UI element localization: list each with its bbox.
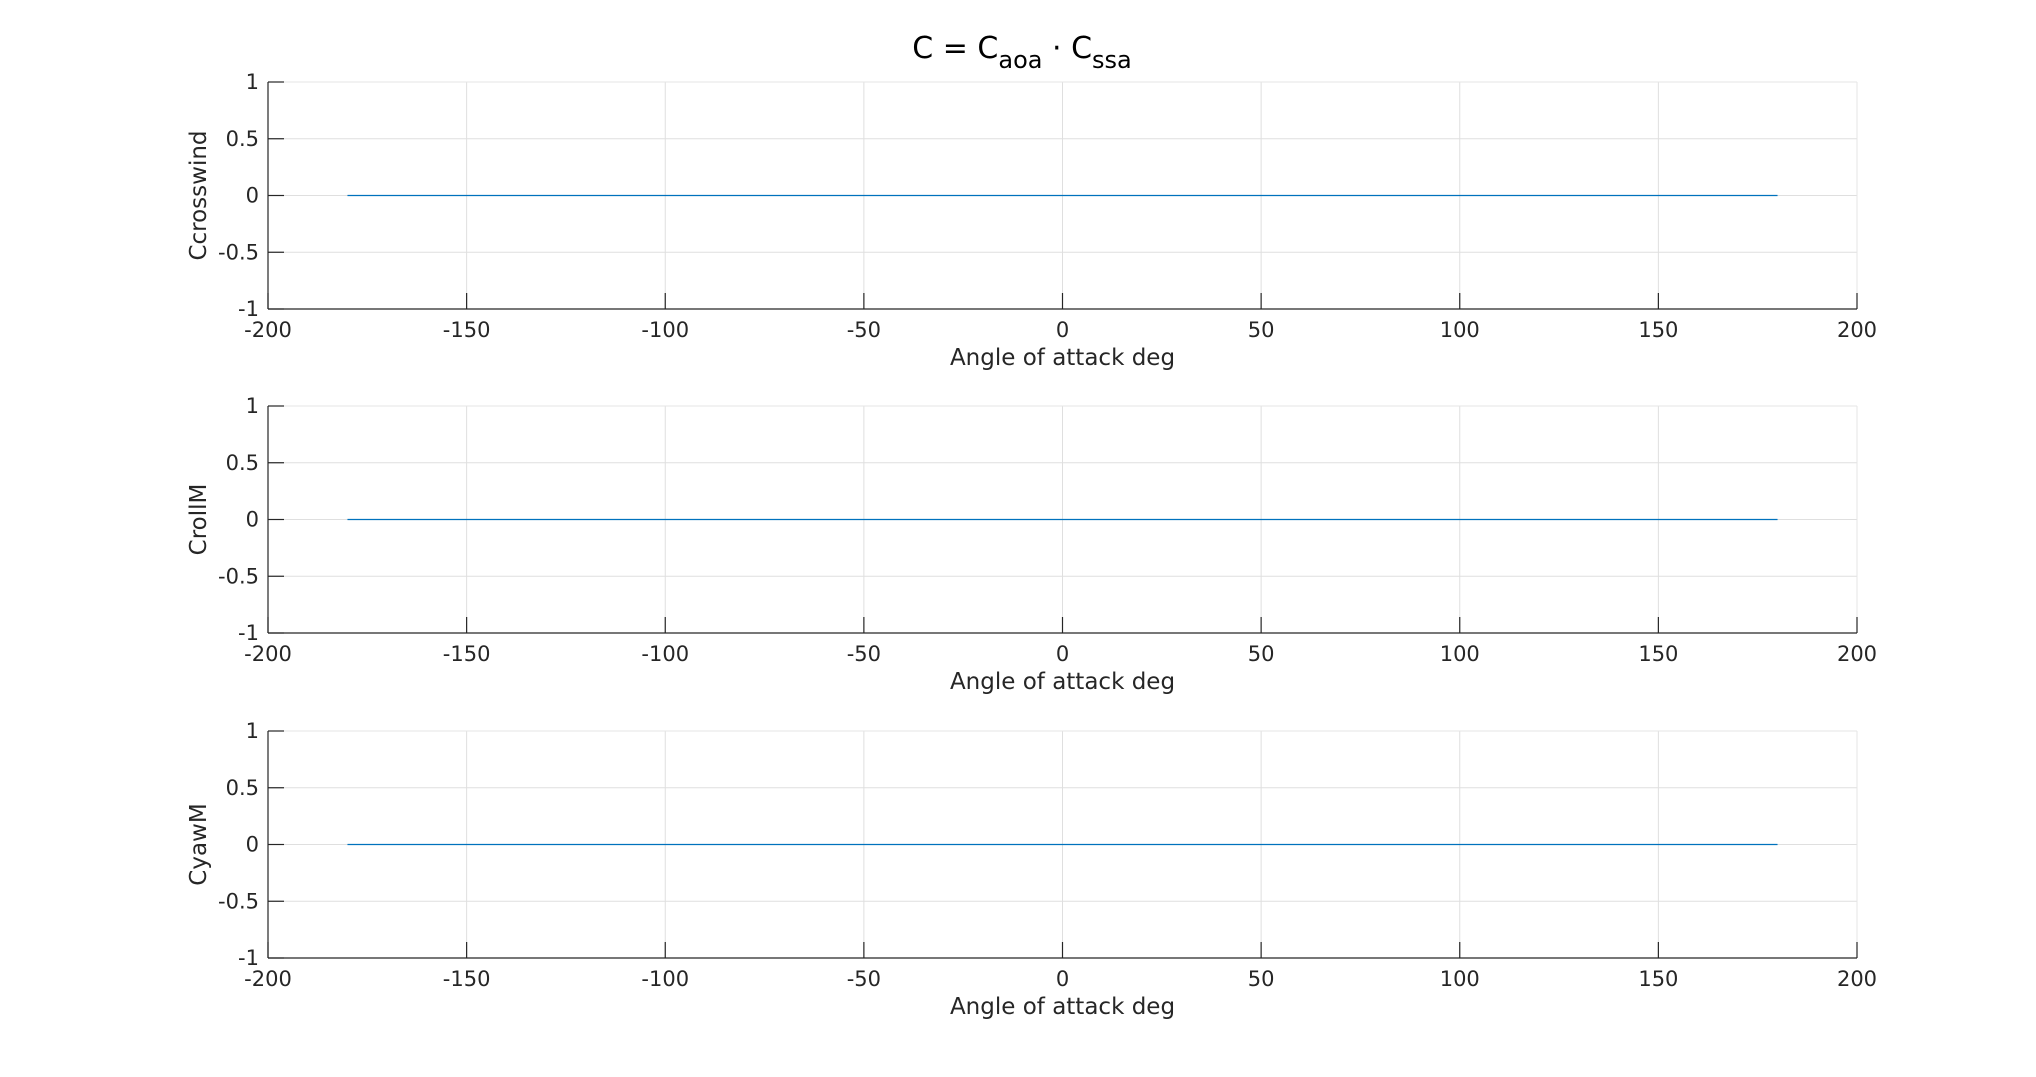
x-tick-label: -200 (244, 318, 292, 342)
x-tick-label: 100 (1440, 967, 1480, 991)
y-tick-label: 1 (246, 70, 259, 94)
y-tick-label: -0.5 (218, 889, 259, 913)
y-tick-label: 0 (246, 184, 259, 208)
figure-title-sub-ssa: ssa (1092, 46, 1132, 74)
y-tick-label: 1 (246, 394, 259, 418)
x-tick-label: -200 (244, 967, 292, 991)
y-tick-label: 0.5 (226, 451, 259, 475)
y-axis-title: CrollM (186, 484, 212, 556)
axes-layer: -200 -150 -100 -50 0 50 100 150 200-1-0.500.51An… (186, 70, 1877, 1020)
x-tick-label: 150 (1638, 642, 1678, 666)
y-tick-label: 0 (246, 508, 259, 532)
figure-title-mid: · C (1042, 31, 1092, 66)
axes-1: -200 -150 -100 -50 0 50 100 150 200 -1 -0.5 0 0.5 1 An… (186, 70, 1877, 371)
x-tick-label: -150 (443, 967, 491, 991)
x-tick-label: 0 (1056, 318, 1069, 342)
x-tick-label: -50 (847, 642, 881, 666)
axes-3: -200 -150 -100 -50 0 50 100 150 200 -1 -0.5 0 0.5 1 An… (186, 719, 1877, 1020)
x-tick-label: 50 (1248, 967, 1275, 991)
x-tick-label: 200 (1837, 967, 1877, 991)
x-tick-label: 150 (1638, 967, 1678, 991)
y-tick-label: 1 (246, 719, 259, 743)
x-tick-label: 200 (1837, 318, 1877, 342)
x-tick-label: 0 (1056, 642, 1069, 666)
x-tick-label: 50 (1248, 318, 1275, 342)
figure-title-base: C = C (912, 31, 998, 66)
y-axis-title: CyawM (186, 803, 212, 885)
y-tick-label: -0.5 (218, 240, 259, 264)
x-tick-label: 50 (1248, 642, 1275, 666)
x-tick-label: -100 (641, 318, 689, 342)
axes-2: -200 -150 -100 -50 0 50 100 150 200 -1 -0.5 0 0.5 1 An… (186, 394, 1877, 695)
x-tick-label: 0 (1056, 967, 1069, 991)
figure-title-sub-aoa: aoa (998, 46, 1042, 74)
y-tick-label: -0.5 (218, 564, 259, 588)
x-tick-label: -100 (641, 967, 689, 991)
y-tick-label: -1 (238, 297, 259, 321)
figure-title: C = Caoa · Cssa (912, 31, 1132, 74)
y-tick-label: 0 (246, 833, 259, 857)
y-tick-label: 0.5 (226, 127, 259, 151)
x-tick-label: 100 (1440, 318, 1480, 342)
x-axis-title: Angle of attack deg (950, 669, 1175, 695)
x-tick-label: -200 (244, 642, 292, 666)
y-tick-label: 0.5 (226, 776, 259, 800)
x-tick-label: -50 (847, 967, 881, 991)
x-axis-title: Angle of attack deg (950, 345, 1175, 371)
x-tick-label: -100 (641, 642, 689, 666)
x-axis-title: Angle of attack deg (950, 994, 1175, 1020)
y-tick-label: -1 (238, 946, 259, 970)
x-tick-label: -150 (443, 642, 491, 666)
y-axis-title: Ccrosswind (186, 130, 212, 260)
y-tick-label: -1 (238, 621, 259, 645)
x-tick-label: 100 (1440, 642, 1480, 666)
x-tick-label: 200 (1837, 642, 1877, 666)
x-tick-label: 150 (1638, 318, 1678, 342)
x-tick-label: -150 (443, 318, 491, 342)
x-tick-label: -50 (847, 318, 881, 342)
